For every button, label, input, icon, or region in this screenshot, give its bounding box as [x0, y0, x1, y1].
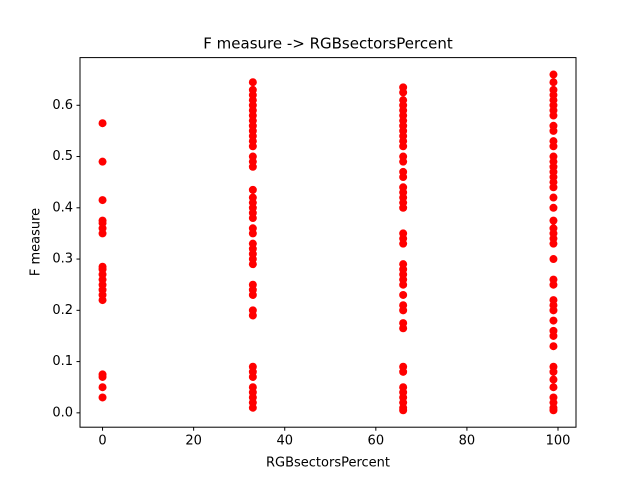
point — [98, 372, 107, 381]
point — [549, 78, 558, 87]
point — [549, 193, 558, 202]
y-axis-label: F measure — [29, 208, 44, 276]
y-tick-label: 0.1 — [52, 354, 73, 369]
point — [399, 157, 408, 166]
point — [248, 229, 257, 238]
point — [549, 111, 558, 120]
point — [549, 280, 558, 289]
point — [549, 142, 558, 151]
point — [549, 203, 558, 212]
point — [248, 260, 257, 269]
point — [549, 406, 558, 415]
point — [549, 306, 558, 315]
point — [98, 383, 107, 392]
point — [248, 185, 257, 194]
point — [98, 229, 107, 238]
point — [549, 316, 558, 325]
point — [98, 196, 107, 205]
y-tick-label: 0.0 — [52, 405, 73, 420]
point — [549, 183, 558, 192]
point — [399, 290, 408, 299]
point — [399, 324, 408, 333]
x-tick-label: 0 — [98, 434, 106, 449]
plot-frame — [79, 57, 577, 428]
point — [399, 173, 408, 182]
point — [399, 280, 408, 289]
x-tick-label: 40 — [276, 434, 293, 449]
y-tick-label: 0.2 — [52, 303, 73, 318]
point — [399, 239, 408, 248]
point — [549, 331, 558, 340]
point — [549, 255, 558, 264]
y-tick-label: 0.6 — [52, 98, 73, 113]
point — [549, 367, 558, 376]
point — [98, 393, 107, 402]
point — [248, 290, 257, 299]
point — [248, 311, 257, 320]
point — [248, 142, 257, 151]
point — [248, 403, 257, 412]
point — [549, 70, 558, 79]
point — [399, 367, 408, 376]
y-tick-label: 0.3 — [52, 252, 73, 267]
x-axis-label: RGBsectorsPercent — [266, 456, 390, 471]
x-tick-label: 20 — [185, 434, 202, 449]
y-tick-label: 0.5 — [52, 149, 73, 164]
point — [399, 203, 408, 212]
point — [549, 216, 558, 225]
point — [248, 162, 257, 171]
x-tick-label: 100 — [546, 434, 571, 449]
point — [399, 88, 408, 97]
point — [98, 157, 107, 166]
y-tick-label: 0.4 — [52, 200, 73, 215]
point — [98, 119, 107, 128]
point — [549, 383, 558, 392]
point — [549, 239, 558, 248]
point — [248, 372, 257, 381]
point — [399, 406, 408, 415]
x-tick-label: 60 — [368, 434, 385, 449]
point — [549, 342, 558, 351]
point — [399, 306, 408, 315]
point — [248, 78, 257, 87]
point — [399, 142, 408, 151]
point — [248, 214, 257, 223]
point — [549, 375, 558, 384]
point — [98, 296, 107, 305]
chart-title: F measure -> RGBsectorsPercent — [203, 35, 453, 53]
x-tick-label: 80 — [459, 434, 476, 449]
point — [549, 126, 558, 135]
